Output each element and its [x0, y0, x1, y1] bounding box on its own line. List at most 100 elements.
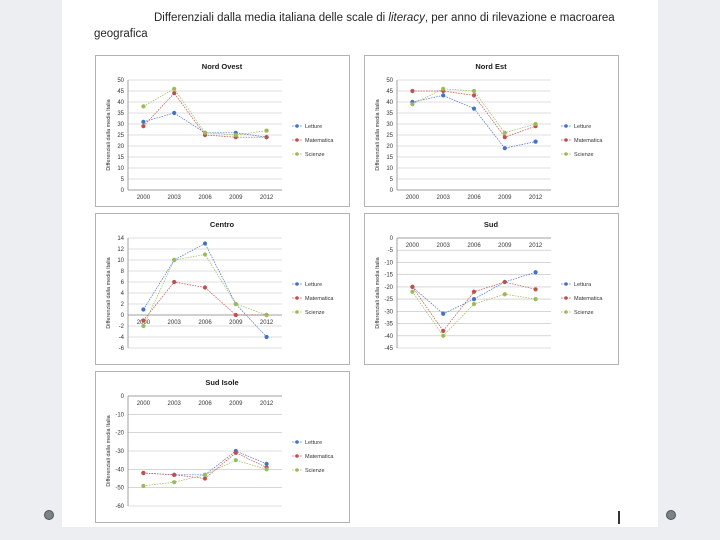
data-point — [202, 472, 208, 477]
x-tick-label: 2009 — [229, 401, 243, 407]
y-tick-label: -10 — [384, 260, 393, 266]
y-tick-label: -4 — [119, 335, 125, 341]
x-tick-label: 2000 — [137, 195, 151, 201]
y-tick-label: 0 — [121, 313, 125, 319]
chart-title: Sud Isole — [205, 378, 238, 387]
data-point — [533, 297, 538, 302]
data-point — [471, 106, 477, 111]
chart-title: Centro — [210, 220, 235, 229]
y-tick-label: 35 — [386, 111, 393, 117]
data-point — [410, 102, 415, 107]
y-tick-label: 0 — [121, 188, 125, 194]
y-axis-label: Differenziali dalla media Italia — [106, 256, 112, 328]
y-tick-label: 15 — [386, 155, 393, 161]
data-point — [264, 334, 269, 340]
series-line — [143, 88, 267, 136]
y-tick-label: 5 — [121, 177, 125, 183]
data-point — [233, 458, 238, 463]
data-point — [172, 257, 177, 263]
next-slide-button[interactable] — [666, 510, 676, 520]
y-tick-label: 30 — [386, 122, 393, 128]
data-point — [141, 470, 146, 476]
data-point — [233, 450, 238, 455]
y-tick-label: 10 — [117, 258, 124, 264]
y-tick-label: 0 — [390, 188, 394, 194]
chart-panel-centro: Centro -6 -4 -2 0 2 4 6 8 10 12 14 2000 2003 2006 2009 2… — [95, 213, 350, 365]
y-tick-label: -20 — [115, 431, 124, 437]
y-tick-label: -45 — [384, 346, 393, 352]
legend-marker — [564, 138, 568, 142]
legend-marker — [564, 310, 568, 314]
chart-panel-nord-est: Nord Est 0 5 10 15 20 25 30 35 40 45 50 2000 2003 2006… — [364, 55, 619, 207]
legend-marker — [295, 138, 299, 142]
legend-label: Matematica — [574, 138, 603, 144]
data-point — [141, 318, 146, 323]
x-tick-label: 2009 — [498, 195, 512, 201]
y-tick-label: 40 — [117, 100, 124, 106]
series-line — [143, 281, 267, 321]
legend-label: Letture — [574, 124, 591, 130]
legend-label: Scienze — [305, 310, 325, 316]
chart-sud: Sud -45 -40 -35 -30 -25 -20 -15 -10 -5 0 2000 2003 20… — [375, 220, 603, 352]
data-point — [202, 285, 208, 290]
data-point — [471, 93, 477, 98]
title-italic: literacy — [388, 12, 425, 24]
legend-label: Lettura — [574, 282, 592, 288]
data-point — [172, 91, 177, 96]
chart-title: Nord Ovest — [202, 62, 243, 71]
title-prefix: Differenziali dalla media italiana delle… — [154, 12, 389, 24]
y-axis-label: Differenziali dalla media Italia — [375, 98, 381, 170]
x-tick-label: 2006 — [198, 195, 212, 201]
legend-label: Scienze — [305, 468, 325, 474]
y-tick-label: -25 — [384, 297, 393, 303]
chart-nord-ovest: Nord Ovest 0 5 10 15 20 25 30 35 40 45 50 2000 2003 20… — [106, 62, 334, 201]
title-line2: geografica — [94, 28, 148, 40]
series-line — [143, 92, 267, 138]
data-point — [141, 483, 146, 488]
legend-marker — [564, 296, 568, 300]
data-point — [410, 289, 415, 294]
y-tick-label: 20 — [386, 144, 393, 150]
data-point — [410, 284, 415, 289]
y-tick-label: 4 — [121, 291, 125, 297]
y-axis-label: Differenziali dalla media Italia — [106, 414, 112, 486]
y-tick-label: 0 — [121, 394, 125, 400]
data-point — [533, 287, 538, 292]
data-point — [233, 301, 238, 307]
legend-marker — [564, 152, 568, 156]
prev-slide-button[interactable] — [44, 510, 54, 520]
data-point — [141, 307, 146, 312]
legend-marker — [295, 282, 299, 286]
data-point — [441, 328, 446, 333]
x-tick-label: 2009 — [229, 320, 243, 326]
y-tick-label: 5 — [390, 177, 394, 183]
x-tick-label: 2012 — [260, 401, 274, 407]
document-title: Differenziali dalla media italiana delle… — [94, 10, 639, 42]
y-tick-label: 45 — [386, 89, 393, 95]
legend-label: Matematica — [305, 454, 334, 460]
data-point — [533, 270, 538, 275]
y-tick-label: -60 — [115, 504, 124, 510]
y-tick-label: 50 — [117, 78, 124, 84]
y-tick-label: 2 — [121, 302, 125, 308]
y-tick-label: -10 — [115, 412, 124, 418]
y-tick-label: -30 — [384, 309, 393, 315]
series-line — [412, 95, 536, 149]
y-tick-label: 10 — [386, 166, 393, 172]
y-tick-label: 12 — [117, 247, 124, 253]
data-point — [264, 461, 269, 466]
data-point — [471, 301, 477, 307]
x-tick-label: 2012 — [529, 243, 543, 249]
legend-label: Matematica — [305, 138, 334, 144]
x-tick-label: 2003 — [168, 320, 182, 326]
legend-label: Scienze — [305, 152, 325, 158]
y-axis-label: Differenziali dalla media Italia — [375, 256, 381, 328]
legend-marker — [295, 440, 299, 444]
data-point — [172, 472, 177, 477]
x-tick-label: 2009 — [498, 243, 512, 249]
chart-panel-sud: Sud -45 -40 -35 -30 -25 -20 -15 -10 -5 0 2000 2003 20… — [364, 213, 619, 365]
y-tick-label: 40 — [386, 100, 393, 106]
data-point — [502, 135, 507, 140]
chart-title: Nord Est — [475, 62, 507, 71]
y-tick-label: -5 — [388, 248, 394, 254]
